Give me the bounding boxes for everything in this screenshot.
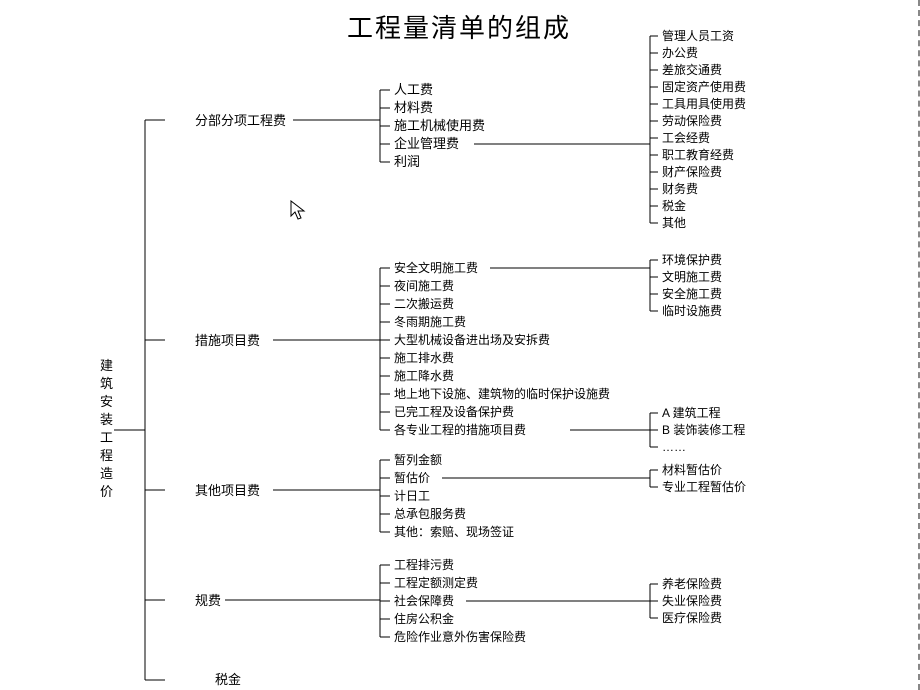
tree-node-label: 材料费 — [394, 100, 433, 115]
tree-node-label: 暂估价 — [394, 471, 430, 485]
tree-node-label: 其他 — [662, 216, 686, 230]
tree-node-label: 规费 — [195, 593, 221, 608]
tree-node-label: 利润 — [394, 154, 420, 169]
tree-node-label: 暂列金额 — [394, 452, 442, 467]
tree-node-label: 大型机械设备进出场及安拆费 — [394, 332, 550, 347]
tree-node-label: 冬雨期施工费 — [394, 314, 466, 329]
tree-node-label: 其他：索赔、现场签证 — [394, 524, 514, 539]
tree-node-label: 医疗保险费 — [662, 610, 722, 625]
tree-node-label: 养老保险费 — [662, 576, 722, 591]
tree-node-label: …… — [662, 440, 686, 454]
tree-node-label: 安全文明施工费 — [394, 260, 478, 275]
tree-node-label: B 装饰装修工程 — [662, 422, 745, 437]
tree-node-label: 文明施工费 — [662, 269, 722, 284]
tree-node-label: 材料暂估价 — [662, 463, 722, 477]
tree-node-label: 固定资产使用费 — [662, 79, 746, 94]
tree-node-label: 安全施工费 — [662, 286, 722, 301]
tree-node-label: 危险作业意外伤害保险费 — [394, 629, 526, 644]
tree-node-label: 办公费 — [662, 45, 698, 60]
tree-node-label: 计日工 — [394, 489, 430, 503]
tree-node-label: 地上地下设施、建筑物的临时保护设施费 — [394, 386, 610, 401]
tree-node-label: 环境保护费 — [662, 252, 722, 267]
tree-node-label: 夜间施工费 — [394, 278, 454, 293]
tree-node-label: 施工降水费 — [394, 369, 454, 383]
tree-node-label: 税金 — [662, 198, 686, 213]
tree-node-label: 各专业工程的措施项目费 — [394, 422, 526, 437]
tree-node-label: 施工排水费 — [394, 351, 454, 365]
tree-node-label: 财务费 — [662, 181, 698, 196]
tree-node-label: 工程排污费 — [394, 557, 454, 572]
tree-node-label: 总承包服务费 — [394, 506, 466, 521]
tree-node-label: 失业保险费 — [662, 593, 722, 608]
tree-node-label: 工具用具使用费 — [662, 96, 746, 111]
root-label: 建筑安装工程造价 — [100, 358, 113, 499]
tree-node-label: 社会保障费 — [394, 593, 454, 608]
tree-diagram: 建筑安装工程造价分部分项工程费措施项目费其他项目费规费税金人工费材料费施工机械使… — [0, 0, 920, 690]
tree-node-label: 二次搬运费 — [394, 296, 454, 311]
tree-node-label: 临时设施费 — [662, 304, 722, 318]
tree-node-label: 施工机械使用费 — [394, 118, 485, 133]
tree-node-label: 职工教育经费 — [662, 147, 734, 162]
tree-node-label: 企业管理费 — [394, 136, 459, 151]
tree-node-label: 措施项目费 — [195, 333, 260, 348]
tree-node-label: A 建筑工程 — [662, 405, 721, 420]
tree-node-label: 工程定额测定费 — [394, 575, 478, 590]
tree-node-label: 工会经费 — [662, 131, 710, 145]
tree-node-label: 分部分项工程费 — [195, 113, 286, 128]
tree-node-label: 其他项目费 — [195, 483, 260, 498]
tree-node-label: 人工费 — [394, 82, 433, 97]
tree-node-label: 住房公积金 — [394, 611, 454, 626]
tree-node-label: 专业工程暂估价 — [662, 479, 746, 494]
tree-node-label: 已完工程及设备保护费 — [394, 404, 514, 419]
tree-node-label: 财产保险费 — [662, 164, 722, 179]
tree-node-label: 税金 — [215, 672, 241, 687]
tree-node-label: 管理人员工资 — [662, 28, 734, 43]
tree-node-label: 劳动保险费 — [662, 113, 722, 128]
tree-node-label: 差旅交通费 — [662, 62, 722, 77]
